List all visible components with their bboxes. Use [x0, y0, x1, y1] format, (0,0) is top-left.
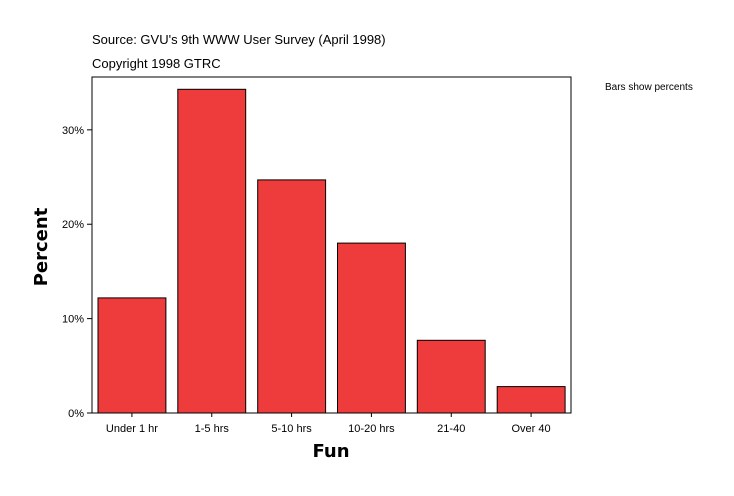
- y-tick-label: 30%: [62, 125, 84, 137]
- bar-4: [337, 242, 406, 414]
- x-tick-label: 21-40: [437, 423, 465, 435]
- x-tick-label: Under 1 hr: [106, 423, 158, 435]
- plot-frame: [91, 76, 572, 414]
- copyright-text: Copyright 1998 GTRC: [92, 56, 221, 71]
- x-tick-label: Over 40: [512, 423, 551, 435]
- y-axis-title: Percent: [31, 207, 52, 286]
- x-tick-label: 1-5 hrs: [195, 423, 230, 435]
- x-axis-title: Fun: [312, 441, 349, 462]
- x-tick-label: 5-10 hrs: [271, 423, 312, 435]
- y-tick-label: 20%: [62, 219, 84, 231]
- bar-2: [177, 88, 247, 414]
- y-tick-label: 10%: [62, 314, 84, 326]
- bar-1: [97, 297, 167, 414]
- x-tick-label: 10-20 hrs: [348, 423, 395, 435]
- bar-6: [496, 386, 566, 414]
- y-tick-label: 0%: [68, 408, 84, 420]
- bars-note: Bars show percents: [605, 82, 693, 93]
- source-text: Source: GVU's 9th WWW User Survey (April…: [92, 32, 386, 47]
- bar-3: [257, 179, 327, 414]
- bar-5: [416, 339, 486, 414]
